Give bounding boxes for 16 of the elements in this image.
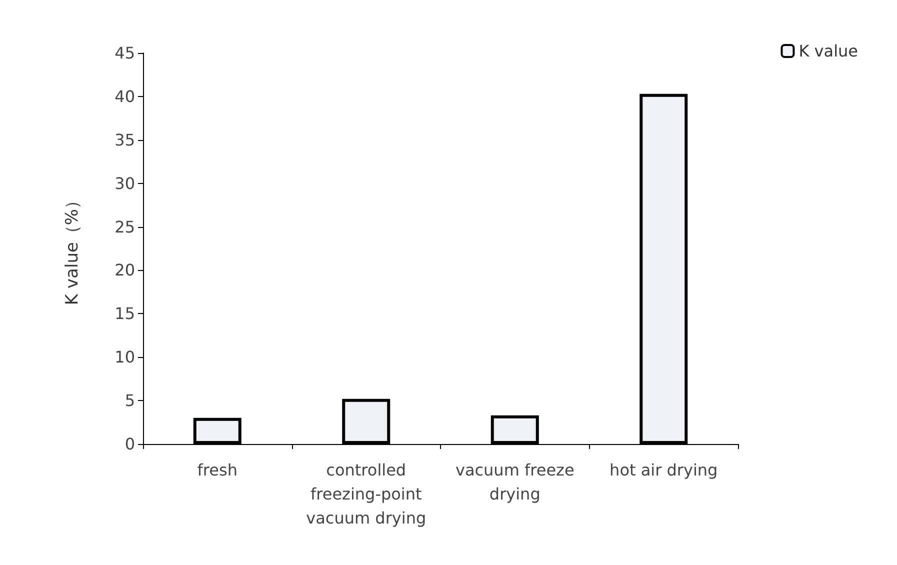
y-tick-label: 0 xyxy=(124,434,135,454)
y-tick-label: 5 xyxy=(124,391,135,410)
x-tick-label: vacuum freeze drying xyxy=(455,460,574,504)
y-tick-label: 20 xyxy=(114,260,135,280)
y-tick-label: 45 xyxy=(114,44,135,62)
x-tick-label: fresh xyxy=(197,460,238,480)
legend-label: K value xyxy=(798,42,858,60)
x-tick-label: controlled freezing-point vacuum drying xyxy=(306,460,426,528)
x-tick-label: hot air drying xyxy=(610,460,718,480)
y-axis-title: K value（%） xyxy=(62,192,82,306)
y-tick-label: 35 xyxy=(114,130,135,150)
y-tick-label: 15 xyxy=(114,304,135,324)
y-tick-label: 30 xyxy=(114,174,135,193)
y-tick-label: 40 xyxy=(114,86,135,106)
y-tick-label: 10 xyxy=(114,348,135,367)
y-tick-label: 25 xyxy=(114,217,135,236)
